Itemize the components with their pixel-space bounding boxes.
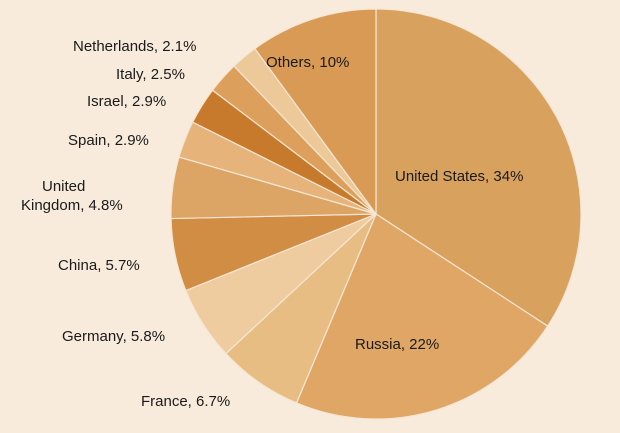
slice-label-spain: Spain, 2.9%	[68, 132, 149, 149]
slice-label-united-kingdom: United Kingdom, 4.8%	[21, 178, 123, 214]
slice-label-china: China, 5.7%	[58, 257, 140, 274]
pie-slices	[170, 8, 582, 420]
pie-slice-russia	[295, 213, 549, 420]
slice-label-israel: Israel, 2.9%	[87, 93, 166, 110]
slice-label-united-states: United States, 34%	[395, 168, 523, 185]
slice-label-italy: Italy, 2.5%	[116, 66, 185, 83]
slice-label-netherlands: Netherlands, 2.1%	[73, 38, 196, 55]
slice-label-russia: Russia, 22%	[355, 336, 439, 353]
slice-label-germany: Germany, 5.8%	[62, 328, 165, 345]
pie-slice-others	[254, 8, 377, 216]
slice-label-others: Others, 10%	[266, 54, 349, 71]
slice-label-france: France, 6.7%	[141, 393, 230, 410]
pie-labels: United States, 34% Russia, 22% France, 6…	[21, 38, 523, 410]
